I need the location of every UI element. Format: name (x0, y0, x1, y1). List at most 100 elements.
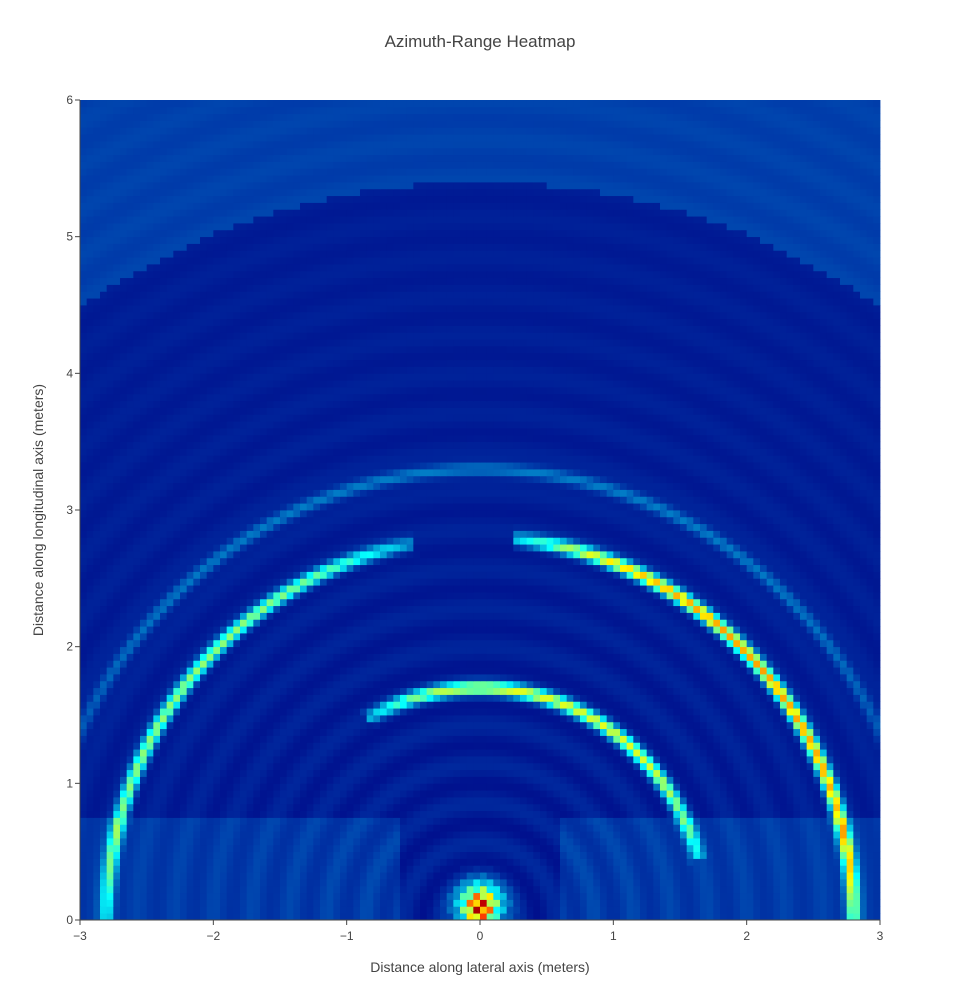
heatmap-cell (686, 674, 694, 682)
heatmap-cell (600, 667, 608, 675)
heatmap-cell (486, 879, 494, 887)
heatmap-cell (366, 674, 374, 682)
heatmap-cell (753, 728, 761, 736)
heatmap-cell (560, 865, 568, 873)
heatmap-cell (593, 756, 601, 764)
heatmap-cell (480, 906, 488, 914)
heatmap-cell (840, 899, 848, 907)
heatmap-cell (260, 680, 268, 689)
heatmap-cell (713, 749, 721, 757)
heatmap-cell (860, 858, 868, 866)
heatmap-cell (366, 728, 374, 736)
heatmap-cell (220, 879, 228, 887)
heatmap-cell (273, 872, 281, 880)
heatmap-cell (493, 701, 501, 709)
heatmap-cell (233, 797, 241, 805)
heatmap-cell (140, 749, 148, 757)
heatmap-cell (473, 783, 481, 791)
heatmap-cell (426, 906, 434, 914)
heatmap-cell (626, 728, 634, 736)
heatmap-cell (853, 749, 861, 757)
heatmap-cell (513, 790, 521, 798)
heatmap-cell (313, 749, 321, 757)
heatmap-cell (260, 776, 268, 784)
heatmap-cell (633, 913, 641, 921)
heatmap-cell (293, 639, 301, 648)
heatmap-cell (753, 694, 761, 702)
heatmap-cell (180, 749, 188, 757)
heatmap-cell (280, 858, 288, 866)
heatmap-cell (333, 872, 341, 880)
heatmap-cell (686, 708, 694, 716)
heatmap-cell (280, 844, 288, 853)
heatmap-cell (553, 694, 561, 702)
heatmap-cell (713, 879, 721, 887)
heatmap-cell (86, 715, 94, 723)
heatmap-cell (726, 885, 734, 894)
heatmap-cell (206, 892, 214, 900)
heatmap-cell (206, 879, 214, 887)
heatmap-cell (346, 879, 354, 887)
heatmap-cell (446, 803, 454, 812)
heatmap-cell (866, 885, 874, 894)
heatmap-cell (586, 721, 594, 730)
heatmap-cell (866, 879, 874, 887)
heatmap-cell (233, 674, 241, 682)
heatmap-cell (753, 783, 761, 791)
heatmap-cell (480, 844, 488, 853)
heatmap-cell (146, 721, 154, 730)
heatmap-cell (460, 715, 468, 723)
heatmap-cell (240, 687, 248, 695)
heatmap-cell (453, 756, 461, 764)
heatmap-cell (673, 783, 681, 791)
heatmap-cell (726, 865, 734, 873)
heatmap-cell (566, 858, 574, 866)
heatmap-cell (380, 708, 388, 716)
heatmap-cell (80, 824, 88, 832)
heatmap-cell (786, 831, 794, 839)
heatmap-cell (853, 762, 861, 771)
heatmap-cell (100, 660, 108, 668)
heatmap-cell (360, 865, 368, 873)
heatmap-cell (240, 817, 248, 825)
heatmap-cell (173, 660, 181, 668)
heatmap-cell (793, 715, 801, 723)
heatmap-cell (86, 844, 94, 853)
heatmap-cell (193, 872, 201, 880)
heatmap-cell (320, 694, 328, 702)
heatmap-cell (686, 687, 694, 695)
heatmap-cell (773, 660, 781, 668)
heatmap-cell (760, 858, 768, 866)
heatmap-cell (420, 749, 428, 757)
heatmap-cell (140, 660, 148, 668)
heatmap-cell (793, 885, 801, 894)
heatmap-cell (546, 879, 554, 887)
heatmap-cell (760, 776, 768, 784)
heatmap-cell (806, 667, 814, 675)
heatmap-cell (266, 865, 274, 873)
heatmap-cell (560, 844, 568, 853)
heatmap-cell (746, 776, 754, 784)
heatmap-cell (533, 708, 541, 716)
heatmap-cell (806, 844, 814, 853)
heatmap-cell (660, 885, 668, 894)
heatmap-cell (500, 701, 508, 709)
heatmap-cell (640, 776, 648, 784)
heatmap-cell (593, 858, 601, 866)
heatmap-cell (680, 865, 688, 873)
heatmap-cell (660, 660, 668, 668)
heatmap-cell (300, 749, 308, 757)
heatmap-cell (766, 762, 774, 771)
heatmap-cell (740, 783, 748, 791)
heatmap-cell (113, 701, 121, 709)
heatmap-cell (373, 660, 381, 668)
heatmap-cell (806, 797, 814, 805)
heatmap-cell (446, 687, 454, 695)
heatmap-cell (200, 721, 208, 730)
heatmap-cell (700, 831, 708, 839)
heatmap-cell (673, 687, 681, 695)
heatmap-cell (266, 831, 274, 839)
heatmap-cell (80, 715, 88, 723)
heatmap-cell (660, 646, 668, 654)
heatmap-cell (406, 790, 414, 798)
